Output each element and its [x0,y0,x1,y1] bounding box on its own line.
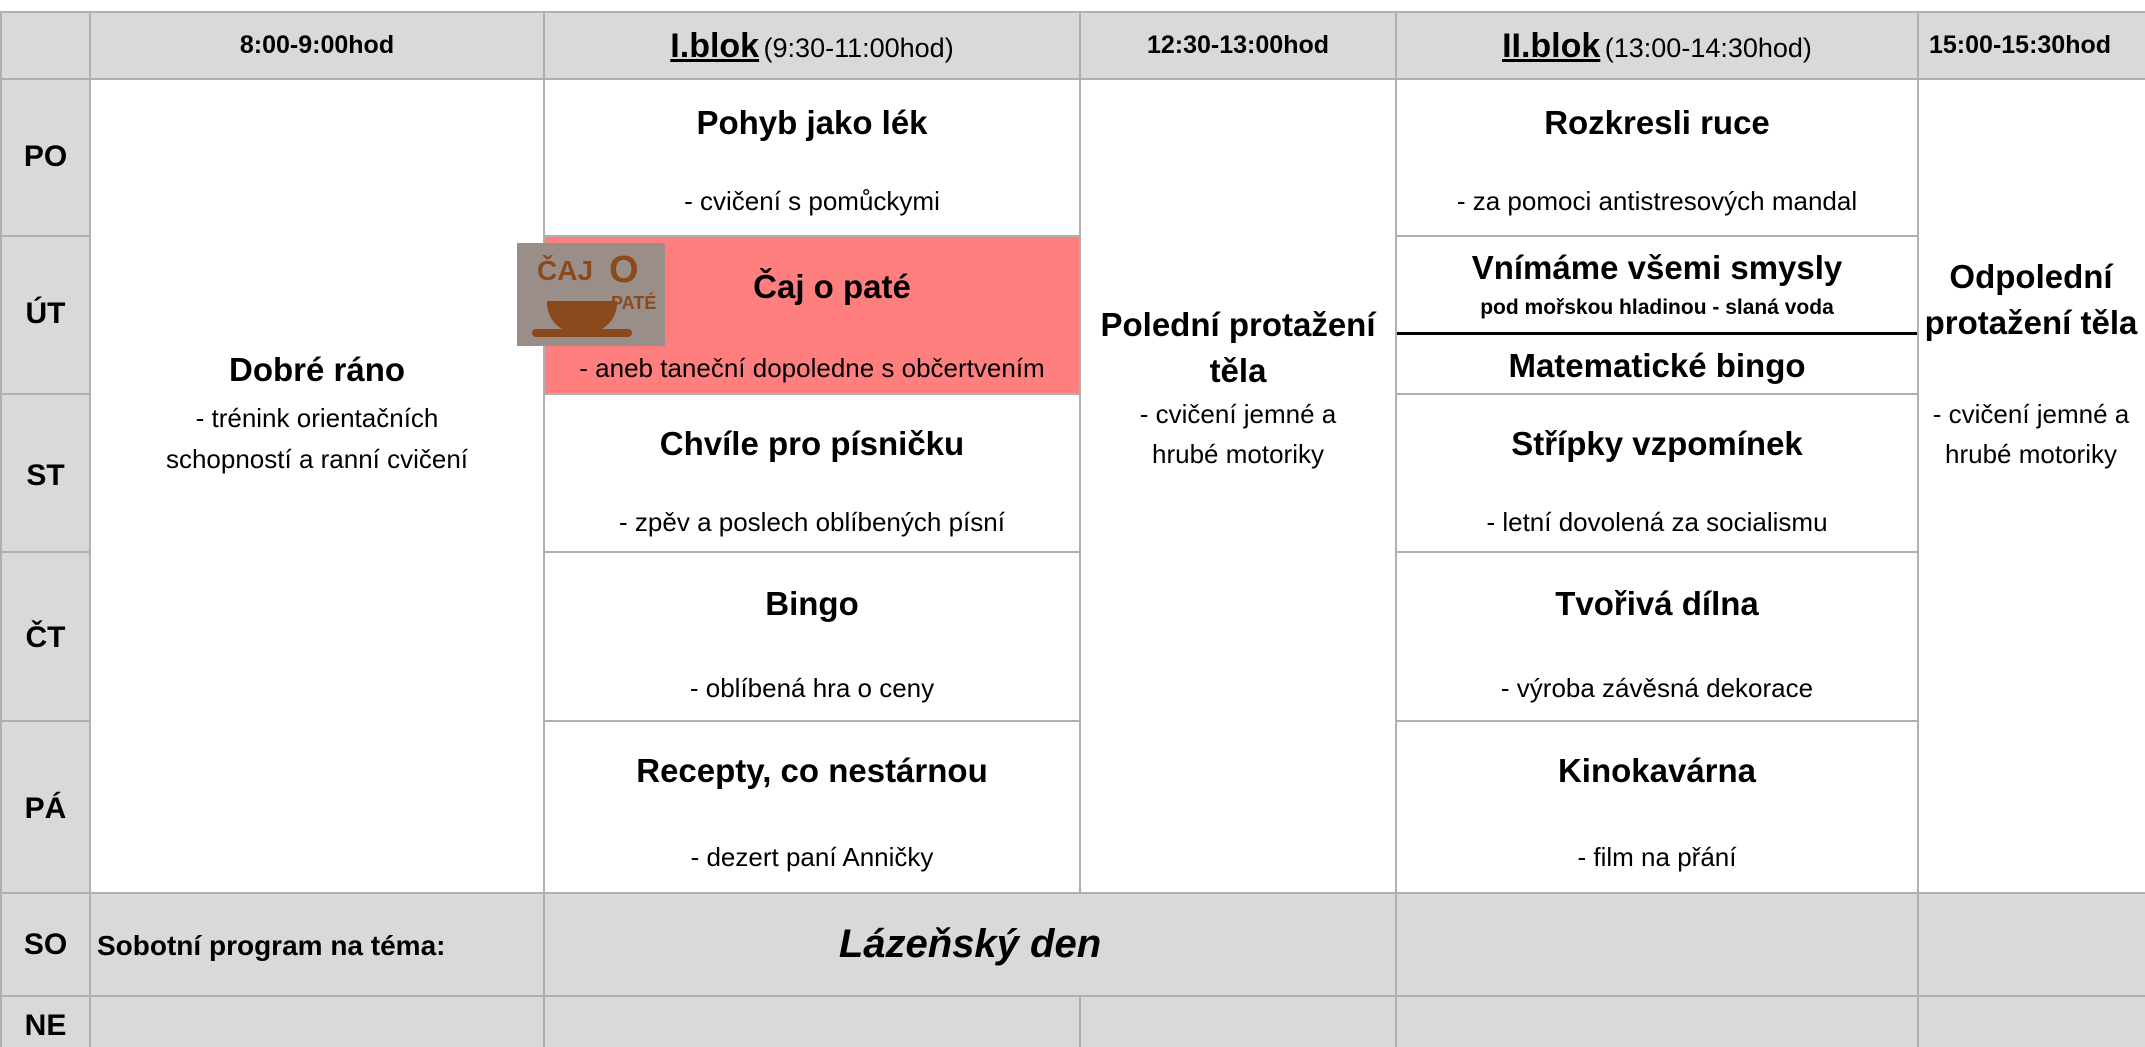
noon-cell: Polední protažení těla - cvičení jemné a… [1079,78,1397,894]
activity-desc: - cvičení jemné a hrubé motoriky [1932,399,2130,469]
activity-desc: - trénink orientačních schopností a rann… [165,403,469,474]
saturday-theme: Lázeňský den [838,922,1102,966]
activity-title: Rozkresli ruce [1544,104,1770,141]
afternoon-cell: Odpolední protažení těla - cvičení jemné… [1917,78,2145,894]
day-label: PÁ [24,792,67,825]
activity-desc: - cvičení s pomůckymi [684,186,940,216]
activity-cell: Recepty, co nestárnou - dezert paní Annič… [543,720,1081,894]
activity-title: Tvořivá dílna [1555,585,1759,622]
header-text: 12:30-13:00hod [1146,31,1330,59]
activity-desc: pod mořskou hladinou - slaná voda [1480,296,1834,319]
activity-desc: - cvičení jemné a hrubé motoriky [1139,399,1337,469]
activity-title: Matematické bingo [1508,347,1806,384]
header-cell: 8:00-9:00hod [89,11,545,80]
day-label: NE [24,1009,67,1042]
header-cell: II.blok (13:00-14:30hod) [1395,11,1919,80]
activity-cell: Rozkresli ruce - za pomoci antistresových… [1395,78,1919,237]
activity-desc: - výroba závěsná dekorace [1500,673,1814,703]
activity-cell: Střípky vzpomínek - letní dovolená za soc… [1395,393,1919,553]
day-cell: ČT [0,551,91,722]
day-cell: PÁ [0,720,91,894]
activity-desc: - oblíbená hra o ceny [689,673,935,703]
empty-cell [1395,995,1919,1047]
activity-title: Recepty, co nestárnou [636,752,988,789]
logo-text: ČAJ [537,255,594,286]
activity-title: Bingo [765,585,859,622]
day-cell: SO [0,892,91,997]
activity-title: Střípky vzpomínek [1511,425,1803,462]
logo-text: PATÉ [611,293,657,313]
day-label: ÚT [25,297,66,330]
activity-title: Polední protažení těla [1100,306,1376,389]
saturday-label-cell: Sobotní program na téma: [89,892,545,997]
day-cell: PO [0,78,91,237]
logo: ČAJ O PATÉ [517,243,665,346]
activity-cell: Chvíle pro písničku - zpěv a poslech oblí… [543,393,1081,553]
day-cell: ÚT [0,235,91,395]
empty-cell [1079,995,1397,1047]
block-name: II.blok [1502,27,1601,65]
activity-cell: Bingo - oblíbená hra o ceny [543,551,1081,722]
day-label: ČT [25,621,66,654]
activity-title: Vnímáme všemi smysly [1471,249,1843,286]
day-label: SO [23,928,68,961]
activity-title: Pohyb jako lék [696,104,928,141]
header-text: 15:00-15:30hod [1929,31,2112,59]
corner [0,11,91,80]
header-cell: I.blok (9:30-11:00hod) [543,11,1081,80]
activity-cell: Pohyb jako lék - cvičení s pomůckymi [543,78,1081,237]
block-time: (9:30-11:00hod) [763,33,954,63]
activity-cell: Vnímáme všemi smysly pod mořskou hladino… [1395,235,1919,395]
empty-cell [1395,892,1919,997]
activity-desc: - aneb taneční dopoledne s občertvením [579,353,1045,383]
activity-desc: - zpěv a poslech oblíbených písní [619,507,1005,537]
day-cell: NE [0,995,91,1047]
header-text: 8:00-9:00hod [239,31,395,59]
morning-cell: Dobré ráno - trénink orientačních schopn… [89,78,545,894]
activity-desc: - dezert paní Anničky [690,842,934,872]
day-label: PO [23,140,68,173]
saucer-icon [532,329,632,337]
activity-desc: - za pomoci antistresových mandal [1456,186,1858,216]
header-cell: 12:30-13:00hod [1079,11,1397,80]
logo-text: O [609,249,639,291]
activity-cell: Tvořivá dílna - výroba závěsná dekorace [1395,551,1919,722]
day-label: ST [26,459,65,492]
activity-title: Odpolední protažení těla [1924,258,2138,341]
empty-cell [89,995,545,1047]
activity-title: Chvíle pro písničku [659,425,965,462]
activity-title: Čaj o paté [753,268,911,305]
header-cell: 15:00-15:30hod [1917,11,2145,80]
activity-desc: - letní dovolená za socialismu [1486,507,1828,537]
activity-desc: - film na přání [1577,842,1737,872]
saturday-label: Sobotní program na téma: [97,930,446,961]
empty-cell [1917,892,2145,997]
empty-cell [543,995,1081,1047]
activity-title: Kinokavárna [1557,752,1757,789]
empty-cell [1917,995,2145,1047]
saturday-theme-cell: Lázeňský den [543,892,1397,997]
divider [1397,332,1917,335]
activity-title: Dobré ráno [228,351,406,388]
day-cell: ST [0,393,91,553]
block-time: (13:00-14:30hod) [1604,33,1812,63]
block-name: I.blok [670,27,760,65]
activity-cell: Kinokavárna - film na přání [1395,720,1919,894]
